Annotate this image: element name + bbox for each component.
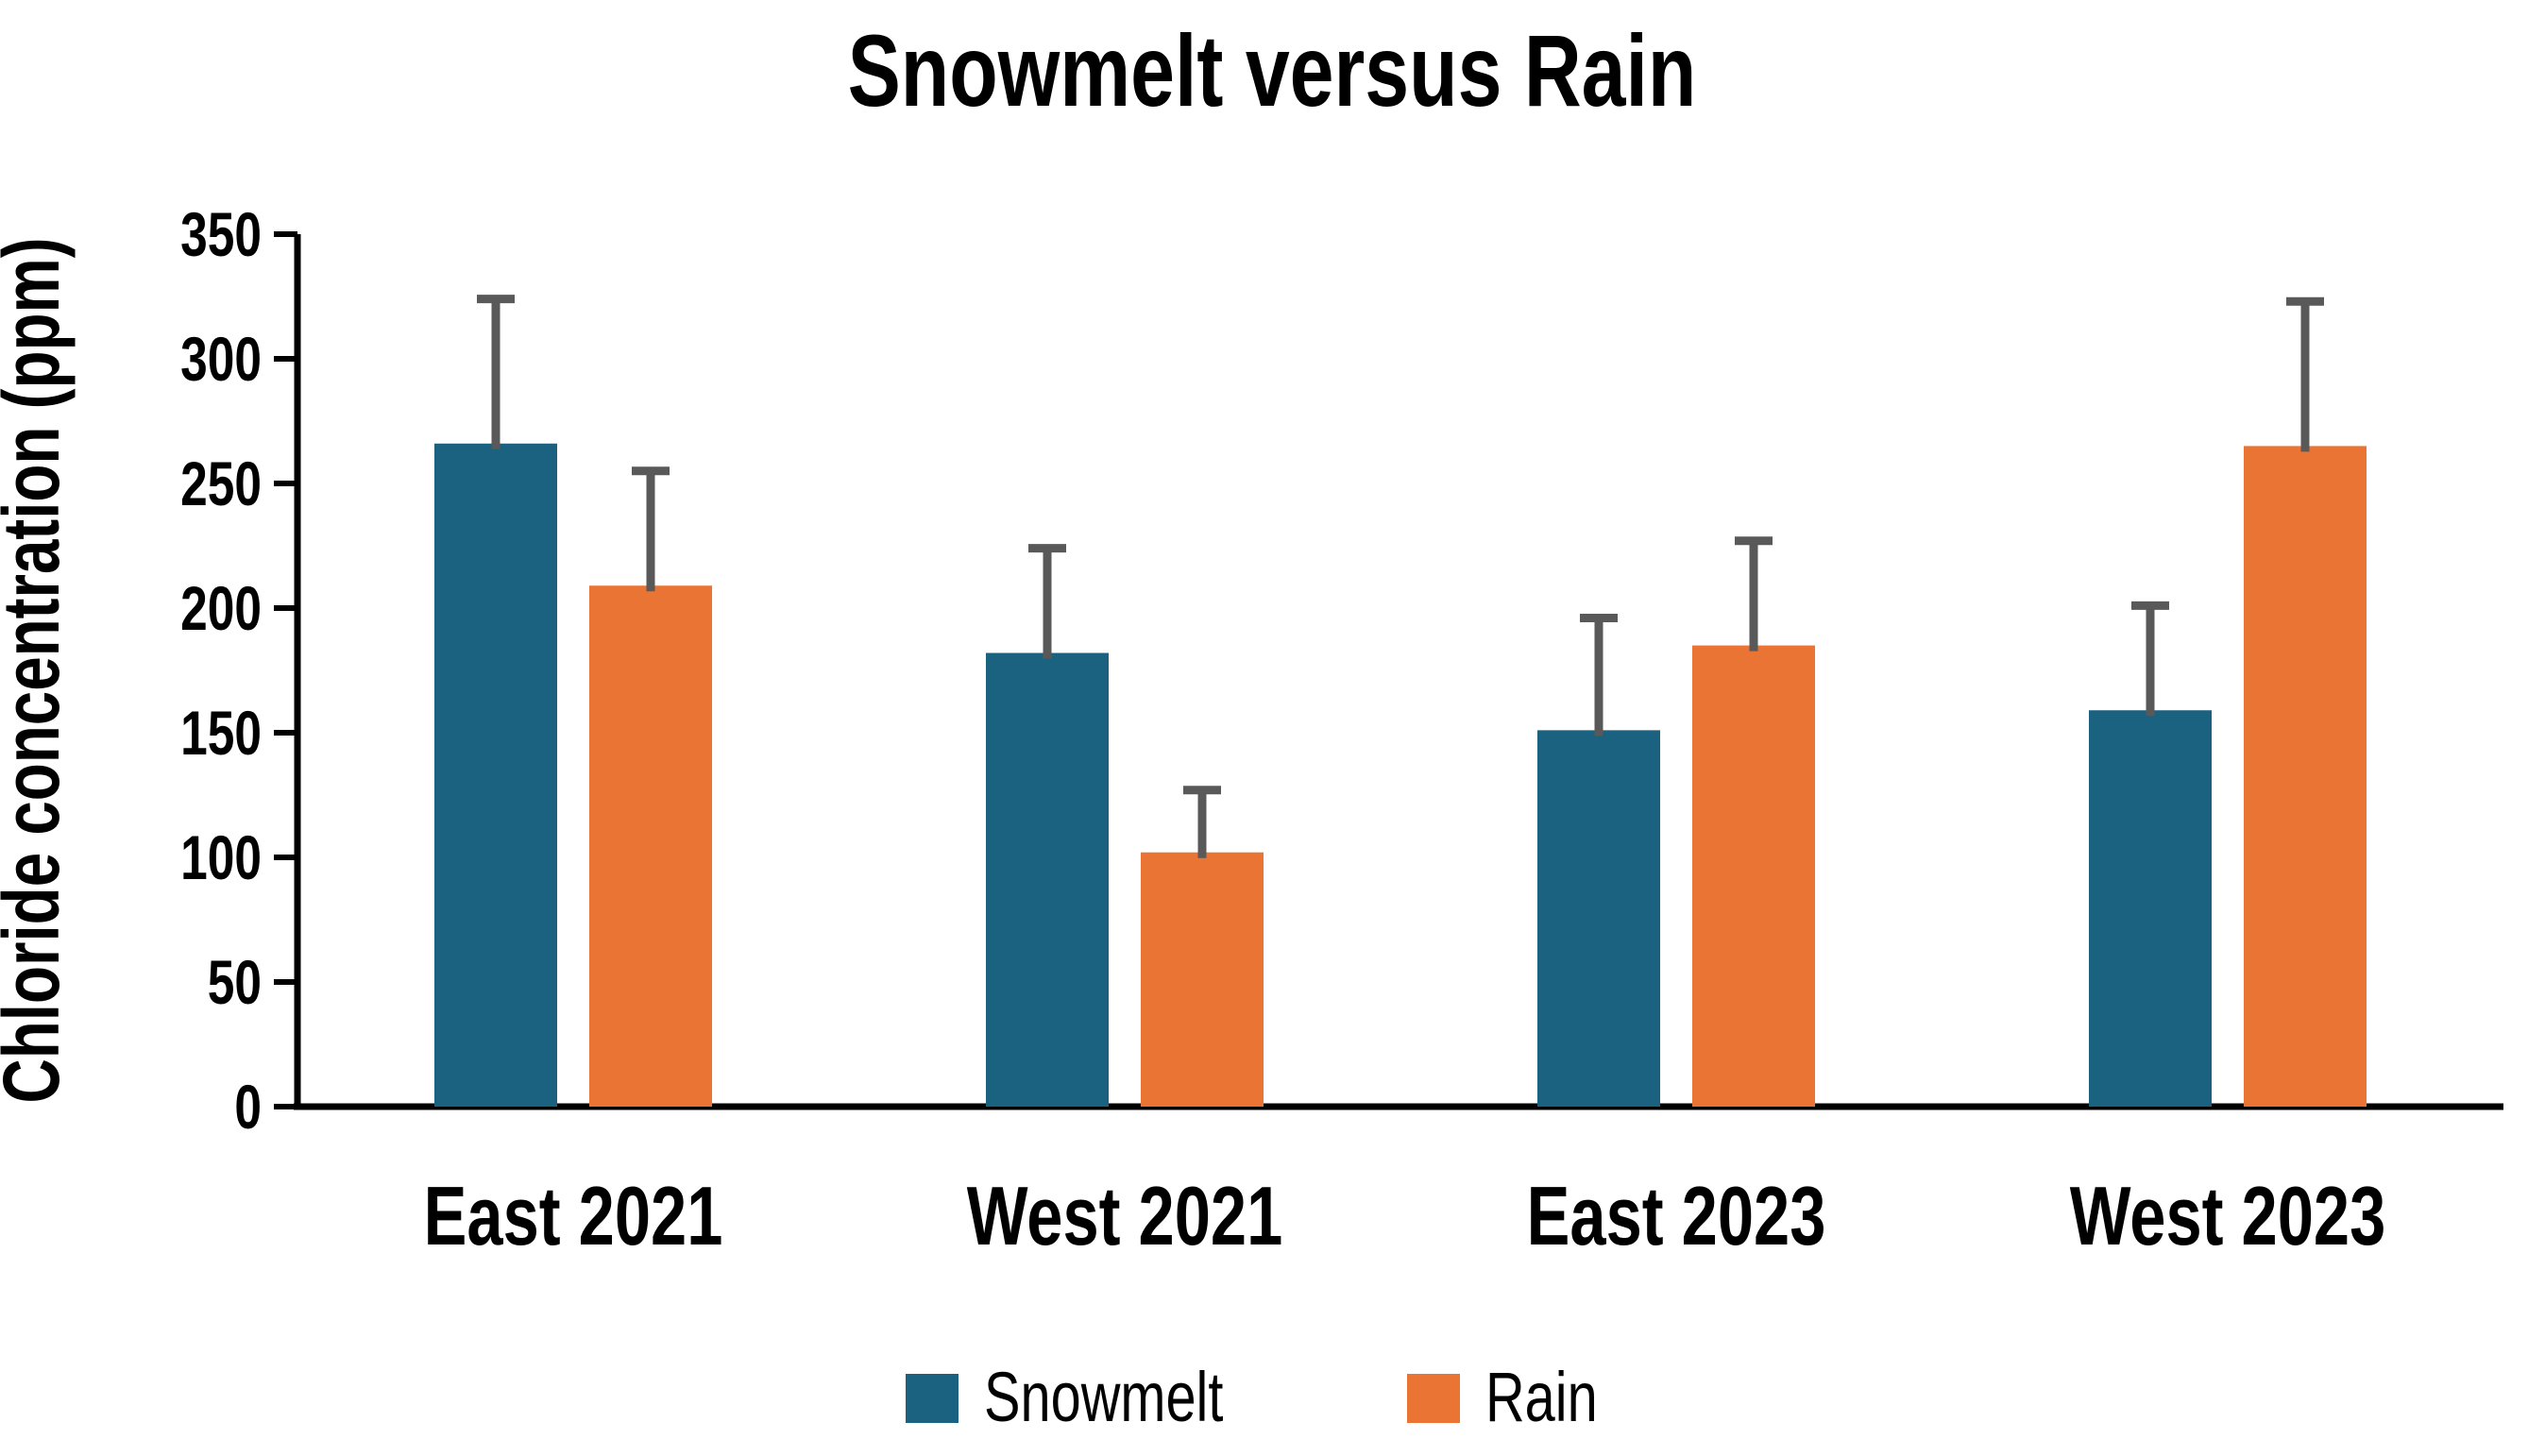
y-tick-label-50: 50	[208, 947, 262, 1018]
x-axis-label-west-2023: West 2023	[2070, 1170, 2385, 1262]
y-tick-label-250: 250	[180, 449, 262, 519]
chart-title: Snowmelt versus Rain	[848, 13, 1697, 128]
bar-rain-west-2023	[2244, 446, 2367, 1107]
y-tick-label-200: 200	[180, 573, 262, 644]
legend-label-snowmelt: Snowmelt	[984, 1359, 1223, 1437]
bars	[434, 443, 2367, 1107]
x-axis-label-west-2021: West 2021	[967, 1170, 1282, 1262]
x-axis-label-east-2021: East 2021	[424, 1170, 723, 1262]
y-tick-label-150: 150	[180, 698, 262, 769]
bar-snowmelt-west-2021	[986, 652, 1109, 1107]
legend-swatch-rain	[1407, 1374, 1460, 1423]
bar-rain-west-2021	[1141, 852, 1264, 1107]
x-axis-label-east-2023: East 2023	[1527, 1170, 1826, 1262]
legend: Snowmelt Rain	[906, 1359, 1598, 1437]
y-axis-title: Chloride concentration (ppm)	[0, 237, 76, 1103]
y-tick-label-350: 350	[180, 199, 262, 270]
bar-snowmelt-west-2023	[2089, 710, 2212, 1107]
y-tick-label-0: 0	[234, 1072, 262, 1143]
bar-rain-east-2021	[589, 585, 712, 1107]
y-axis-tick-labels: 0 50 100 150 200 250 300 350	[180, 199, 262, 1143]
error-bars	[477, 295, 2324, 858]
bar-snowmelt-east-2021	[434, 443, 557, 1107]
x-axis-labels: East 2021 West 2021 East 2023 West 2023	[424, 1170, 2386, 1262]
y-tick-label-100: 100	[180, 822, 262, 893]
legend-label-rain: Rain	[1485, 1359, 1598, 1437]
bar-snowmelt-east-2023	[1537, 730, 1660, 1107]
bar-rain-east-2023	[1692, 645, 1815, 1107]
y-tick-label-300: 300	[180, 324, 262, 395]
legend-swatch-snowmelt	[906, 1374, 959, 1423]
